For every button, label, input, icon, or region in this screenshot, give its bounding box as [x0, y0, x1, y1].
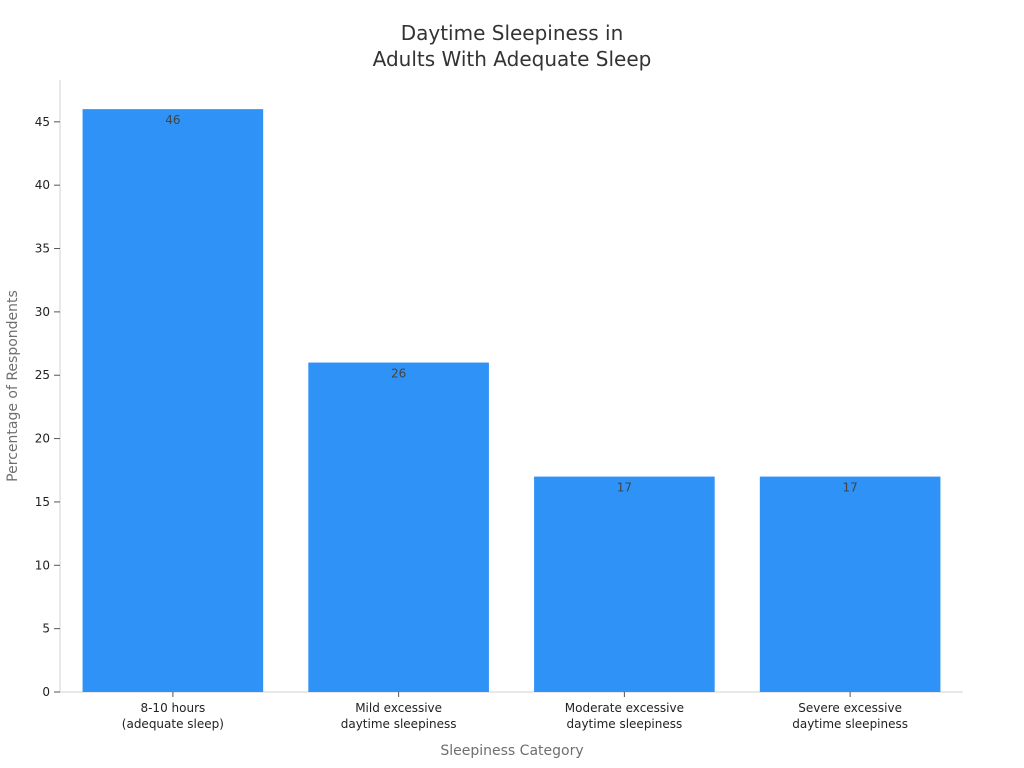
bar-value-label: 17	[842, 481, 857, 495]
y-tick-label: 25	[35, 368, 50, 382]
bars-group: 46 26 17 17	[82, 109, 941, 692]
y-tick-label: 15	[35, 495, 50, 509]
y-axis-ticks: 0 5 10 15 20 25 30 35 40 45	[35, 115, 60, 699]
x-tick-label: Moderate excessive	[565, 701, 684, 715]
y-tick-label: 20	[35, 432, 50, 446]
bar	[308, 362, 489, 692]
chart-title-line-2: Adults With Adequate Sleep	[373, 47, 652, 71]
y-tick-label: 5	[42, 622, 50, 636]
x-tick-label: 8-10 hours	[140, 701, 205, 715]
x-axis-labels: 8-10 hours (adequate sleep) Mild excessive…	[122, 692, 908, 731]
x-tick-label: daytime sleepiness	[566, 717, 682, 731]
y-tick-label: 0	[42, 685, 50, 699]
bar	[82, 109, 264, 692]
y-axis-title: Percentage of Respondents	[5, 290, 21, 482]
bar	[534, 476, 715, 692]
y-tick-label: 30	[35, 305, 50, 319]
y-tick-label: 45	[35, 115, 50, 129]
x-tick-label: Mild excessive	[355, 701, 442, 715]
y-tick-label: 35	[35, 242, 50, 256]
x-tick-label: (adequate sleep)	[122, 717, 224, 731]
x-tick-label: Severe excessive	[798, 701, 902, 715]
bar	[759, 476, 941, 692]
chart-title-line-1: Daytime Sleepiness in	[401, 21, 624, 45]
x-tick-label: daytime sleepiness	[792, 717, 908, 731]
x-axis-title: Sleepiness Category	[440, 743, 583, 759]
y-tick-label: 10	[35, 558, 50, 572]
y-tick-label: 40	[35, 178, 50, 192]
x-tick-label: daytime sleepiness	[341, 717, 457, 731]
bar-value-label: 26	[391, 367, 406, 381]
bar-value-label: 17	[617, 481, 632, 495]
bar-value-label: 46	[165, 113, 180, 127]
